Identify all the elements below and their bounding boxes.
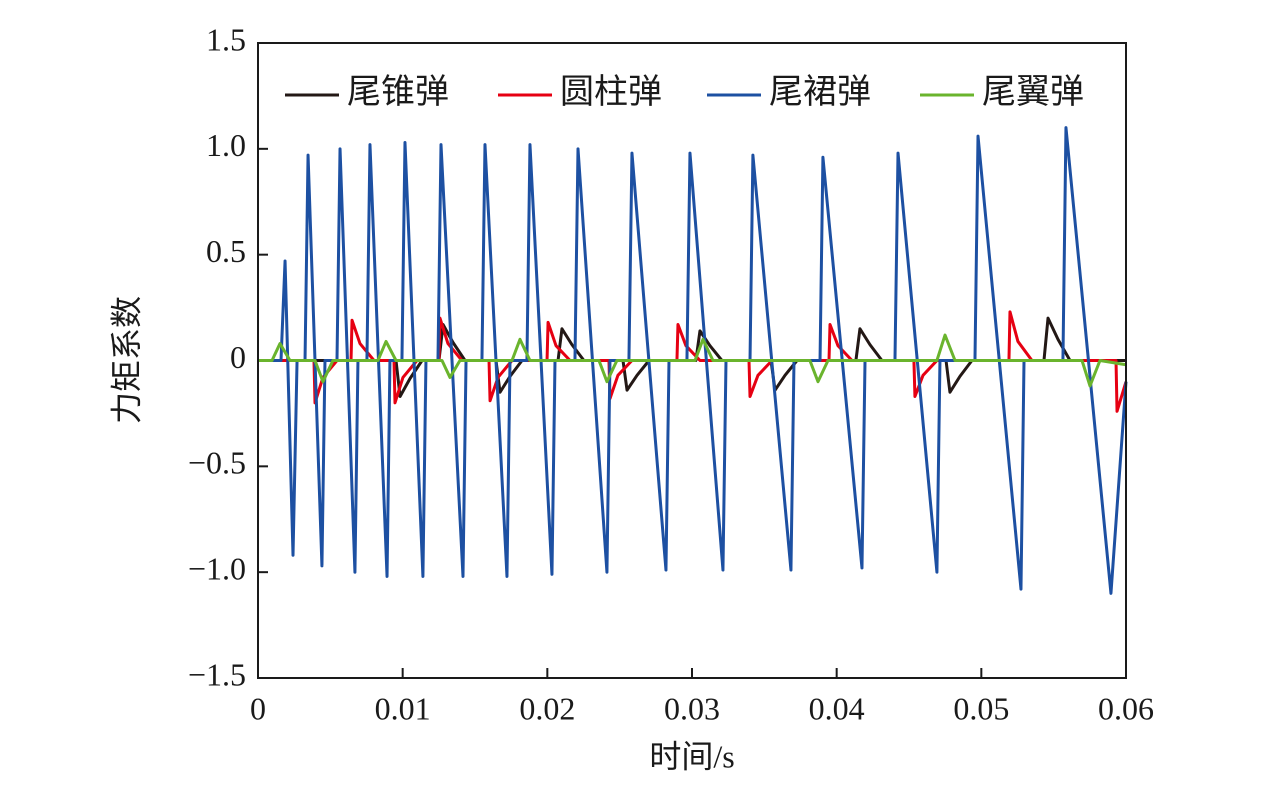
y-tick-label: 1.0	[206, 127, 246, 163]
y-axis-label: 力矩系数	[108, 296, 144, 424]
y-tick-label: 1.5	[206, 21, 246, 57]
series-line	[258, 333, 1127, 388]
legend-label: 尾锥弹	[347, 73, 449, 111]
legend-label: 尾裙弹	[769, 73, 871, 111]
legend: 尾锥弹 圆柱弹 尾裙弹 尾翼弹	[285, 73, 1084, 111]
x-axis-label: 时间/s	[649, 738, 734, 774]
y-tick-label: 0	[230, 339, 246, 375]
x-tick-label: 0	[250, 690, 266, 726]
x-tick-label: 0.03	[664, 690, 720, 726]
y-tick-label: −1.5	[188, 656, 246, 692]
legend-label: 尾翼弹	[982, 73, 1084, 111]
y-tick-label: 0.5	[206, 233, 246, 269]
y-tick-label: −1.0	[188, 551, 246, 587]
y-tick-label: −0.5	[188, 445, 246, 481]
legend-label: 圆柱弹	[560, 73, 662, 111]
x-tick-label: 0.06	[1098, 690, 1154, 726]
x-tick-label: 0.02	[519, 690, 575, 726]
x-tick-label: 0.04	[809, 690, 865, 726]
x-tick-label: 0.01	[375, 690, 431, 726]
plot-frame	[257, 42, 1127, 679]
x-tick-label: 0.05	[953, 690, 1009, 726]
